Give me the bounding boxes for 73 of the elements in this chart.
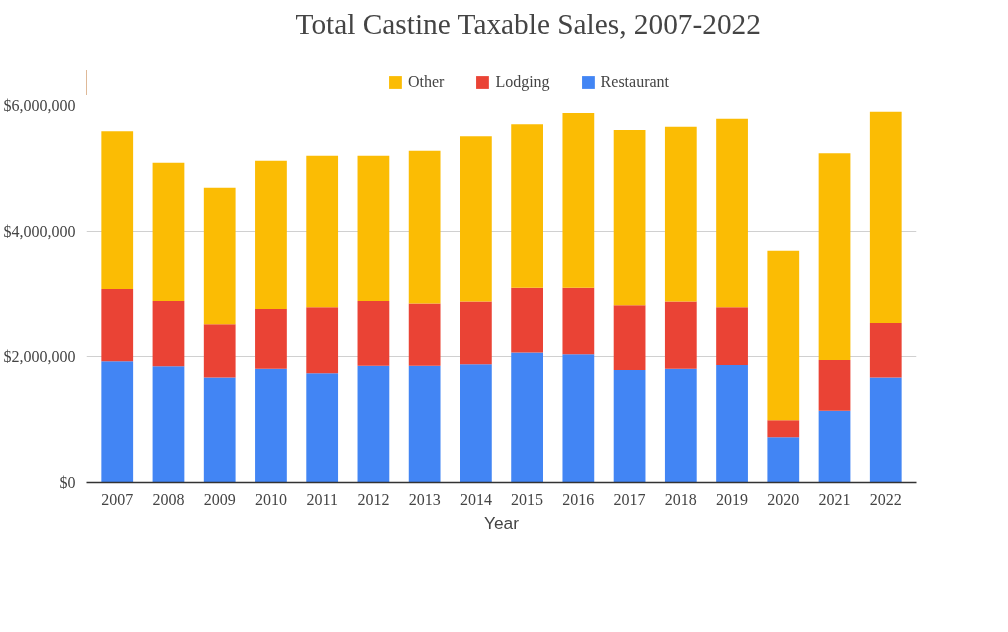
y-tick-label: $2,000,000 xyxy=(3,348,76,366)
x-tick-label: 2009 xyxy=(203,490,236,508)
bar xyxy=(306,155,339,308)
bar xyxy=(511,287,543,353)
x-tick-label: 2020 xyxy=(767,490,800,508)
legend-label: Other xyxy=(407,73,445,91)
bar xyxy=(869,377,902,483)
bar xyxy=(357,300,390,366)
legend-label: Lodging xyxy=(495,73,550,91)
bar xyxy=(460,364,492,483)
x-tick-label: 2012 xyxy=(357,490,390,508)
bar xyxy=(818,359,851,411)
bar xyxy=(664,301,697,369)
x-axis-title: Year xyxy=(483,512,520,533)
x-tick-label: 2021 xyxy=(818,490,851,508)
x-tick-label: 2007 xyxy=(101,490,134,508)
bar xyxy=(408,303,441,366)
bar xyxy=(357,365,390,483)
bar xyxy=(306,307,339,374)
bar xyxy=(408,365,441,483)
bar xyxy=(203,324,236,378)
x-tick-label: 2016 xyxy=(562,490,595,508)
bar xyxy=(408,150,441,304)
bar xyxy=(613,370,646,483)
bar xyxy=(716,118,748,308)
bar xyxy=(664,126,697,302)
bar xyxy=(818,153,851,360)
x-tick-label: 2017 xyxy=(613,490,646,508)
bar xyxy=(613,130,646,306)
bar xyxy=(511,124,543,288)
x-tick-label: 2019 xyxy=(716,490,749,508)
bar xyxy=(357,155,390,301)
x-tick-label: 2008 xyxy=(152,490,185,508)
x-tick-label: 2018 xyxy=(664,490,697,508)
y-tick-label: $0 xyxy=(59,474,76,491)
bar xyxy=(152,300,185,367)
bar xyxy=(152,366,185,483)
x-tick-label: 2015 xyxy=(511,490,544,508)
bar xyxy=(255,160,287,310)
bar xyxy=(101,288,134,362)
x-tick-label: 2010 xyxy=(254,490,287,508)
bar xyxy=(716,365,748,483)
bar xyxy=(767,437,800,483)
legend-label: Restaurant xyxy=(600,73,670,91)
x-tick-label: 2022 xyxy=(869,490,902,508)
bar xyxy=(152,162,185,301)
x-tick-label: 2011 xyxy=(306,490,338,508)
y-tick-label: $4,000,000 xyxy=(3,222,76,240)
bar xyxy=(562,113,595,288)
bar xyxy=(818,410,851,483)
chart-title: Total Castine Taxable Sales, 2007-2022 xyxy=(295,7,761,40)
bar xyxy=(255,309,287,369)
bar xyxy=(613,305,646,371)
x-tick-label: 2013 xyxy=(408,490,441,508)
bar xyxy=(767,420,800,438)
bar xyxy=(203,187,236,325)
bar xyxy=(460,136,492,302)
bar xyxy=(664,368,697,483)
bar xyxy=(203,377,236,483)
bar xyxy=(869,111,902,323)
bar xyxy=(101,131,134,289)
bar xyxy=(767,250,800,421)
bar xyxy=(716,307,748,365)
bar xyxy=(562,354,595,483)
bar xyxy=(255,368,287,483)
x-tick-label: 2014 xyxy=(459,490,492,508)
bar xyxy=(101,361,134,483)
y-tick-label: $6,000,000 xyxy=(3,97,76,114)
bar xyxy=(460,301,492,365)
bar xyxy=(511,352,543,483)
bar xyxy=(306,373,339,483)
bar xyxy=(869,322,902,378)
bar xyxy=(562,287,595,355)
